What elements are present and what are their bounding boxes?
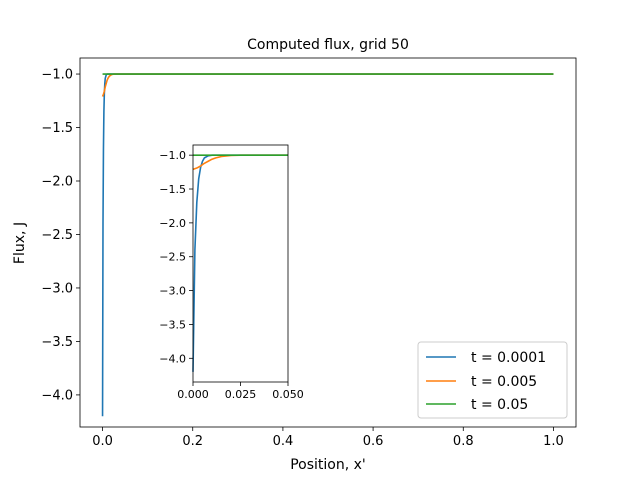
legend-box [417,341,568,419]
inset-y-tick-label: −3.5 [159,318,186,331]
inset-background [193,145,288,382]
inset-axes: 0.000 0.025 0.050 −1.0 −1.5 −2.0 −2.5 −3.0 −3.5… [159,144,304,401]
main-y-tick-label: −2.5 [41,228,73,243]
main-x-tick-label: 1.0 [543,434,564,449]
main-x-ticks: 0.0 0.2 0.4 0.6 0.8 1.0 [92,427,564,449]
main-y-tick-label: −3.0 [41,282,73,297]
main-x-tick-label: 0.4 [273,434,294,449]
main-x-tick-label: 0.8 [453,434,474,449]
inset-y-tick-label: −1.0 [159,149,186,162]
inset-y-tick-label: −2.0 [159,217,186,230]
inset-axes-frame [192,144,289,383]
x-axis-label: Position, x' [290,457,366,473]
main-y-tick-label: −4.0 [41,389,73,404]
inset-y-tick-label: −2.5 [159,251,186,264]
main-y-tick-label: −3.5 [41,335,73,350]
inset-y-tick-label: −4.0 [159,352,186,365]
main-y-tick-label: −2.0 [41,175,73,190]
inset-x-tick-label: 0.025 [225,388,257,401]
main-y-tick-label: −1.5 [41,121,73,136]
inset-y-ticks: −1.0 −1.5 −2.0 −2.5 −3.0 −3.5 −4.0 [159,149,193,365]
main-y-ticks: −1.0 −1.5 −2.0 −2.5 −3.0 −3.5 −4.0 [41,68,80,404]
inset-y-tick-label: −1.5 [159,183,186,196]
inset-x-ticks: 0.000 0.025 0.050 [177,382,304,401]
legend: t = 0.0001 t = 0.005 t = 0.05 [417,341,568,419]
main-series-lines [101,73,554,417]
y-axis-label: Flux, J [12,222,28,264]
legend-label-series-2: t = 0.005 [471,374,537,390]
chart-title: Computed flux, grid 50 [247,37,409,53]
legend-label-series-3: t = 0.05 [471,397,528,413]
legend-label-series-1: t = 0.0001 [471,350,546,366]
inset-y-tick-label: −3.0 [159,285,186,298]
main-axes: 0.0 0.2 0.4 0.6 0.8 1.0 −1.0−1.5−2.0−2.5−3.0−… [12,37,577,473]
inset-x-tick-label: 0.050 [272,388,304,401]
main-x-tick-label: 0.0 [92,434,113,449]
main-x-tick-label: 0.2 [182,434,203,449]
main-y-tick-label: −1.0 [41,68,73,83]
inset-series-lines [192,154,288,372]
main-axes-frame [79,57,577,428]
main-x-tick-label: 0.6 [363,434,384,449]
inset-x-tick-label: 0.000 [177,388,209,401]
